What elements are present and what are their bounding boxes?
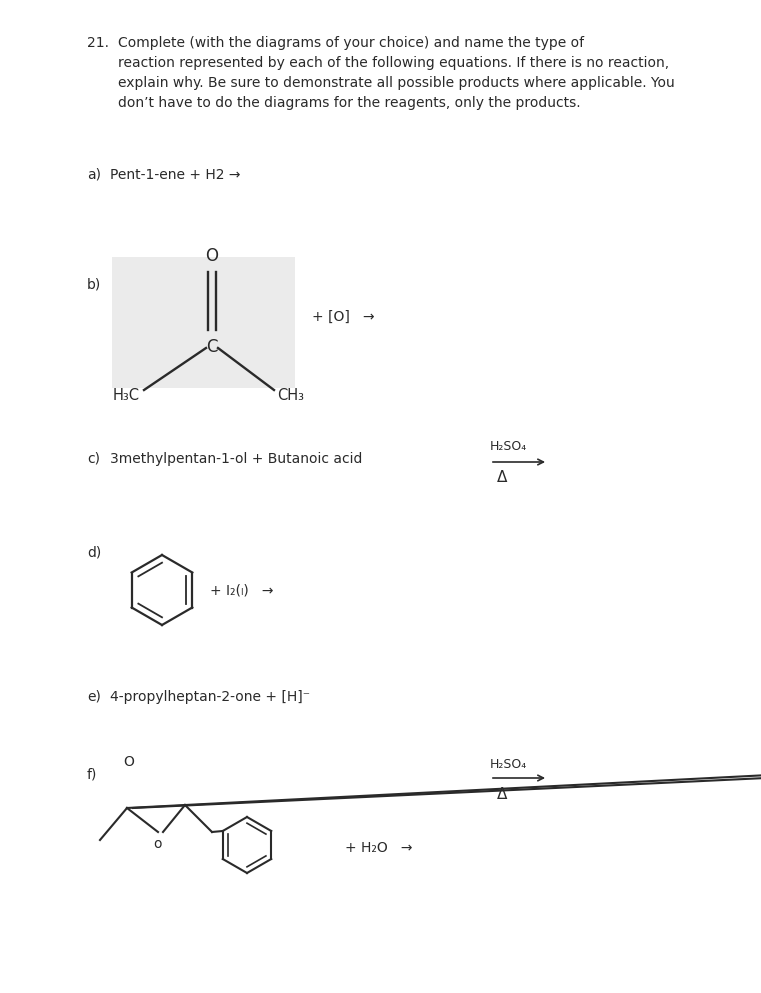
Text: H₂SO₄: H₂SO₄ [490, 440, 527, 453]
Text: o: o [154, 837, 162, 851]
Text: Complete (with the diagrams of your choice) and name the type of
reaction repres: Complete (with the diagrams of your choi… [118, 36, 675, 110]
Text: d): d) [87, 546, 101, 560]
Bar [112, 257, 295, 388]
Text: b): b) [87, 278, 101, 292]
Text: Pent-1-ene + H2 →: Pent-1-ene + H2 → [110, 168, 240, 182]
Text: 3methylpentan-1-ol + Butanoic acid: 3methylpentan-1-ol + Butanoic acid [110, 452, 362, 466]
Text: C: C [206, 338, 218, 356]
Text: a): a) [87, 168, 101, 182]
Text: + [O]   →: + [O] → [312, 310, 374, 324]
Text: Δ: Δ [497, 787, 508, 802]
Text: H₃C: H₃C [113, 388, 140, 403]
Text: + I₂(ₗ)   →: + I₂(ₗ) → [210, 583, 273, 597]
Text: CH₃: CH₃ [277, 388, 304, 403]
Text: 4-propylheptan-2-one + [H]⁻: 4-propylheptan-2-one + [H]⁻ [110, 690, 310, 704]
Text: e): e) [87, 690, 101, 704]
Text: Δ: Δ [497, 470, 508, 485]
Text: O: O [205, 247, 218, 265]
Text: O: O [123, 755, 135, 769]
Text: H₂SO₄: H₂SO₄ [490, 758, 527, 771]
Text: 21.: 21. [87, 36, 109, 50]
Text: c): c) [87, 452, 100, 466]
Text: f): f) [87, 768, 97, 782]
Text: + H₂O   →: + H₂O → [345, 841, 412, 855]
